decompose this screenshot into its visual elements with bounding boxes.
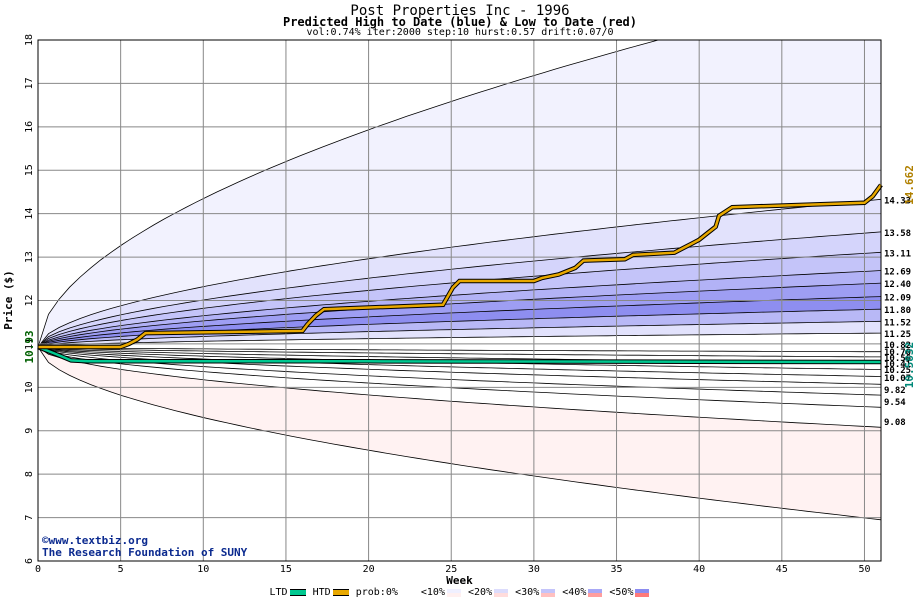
high-quantile-line-4 [38, 270, 881, 348]
y-tick-label-9: 15 [24, 164, 35, 176]
y-tick-label-12: 18 [24, 34, 35, 46]
x-tick-label-7: 35 [611, 564, 623, 575]
y-tick-label-7: 13 [24, 251, 35, 263]
x-axis-title: Week [446, 574, 473, 587]
x-tick-label-8: 40 [693, 564, 705, 575]
high-quantile-line-0 [38, 40, 660, 348]
x-tick-label-5: 25 [445, 564, 457, 575]
low-quantile-label-2: 10.56 [884, 354, 911, 364]
legend-swatch-4 [588, 588, 603, 597]
low-quantile-line-1 [38, 346, 881, 353]
y-axis-title: Price ($) [2, 270, 15, 330]
legend-swatch-2 [494, 588, 509, 597]
low-quantile-line-2 [38, 346, 881, 358]
high-quantile-label-4: 12.40 [884, 280, 911, 290]
high-quantile-label-7: 11.52 [884, 318, 911, 328]
legend-ltd-label: LTD [269, 587, 288, 598]
ltd-final-label: 10.5832 [903, 342, 916, 388]
high-band-2 [38, 231, 881, 347]
high-quantile-label-2: 13.11 [884, 249, 911, 259]
low-quantile-label-7: 9.54 [884, 398, 906, 408]
htd-final-label: 14.662 [903, 165, 916, 205]
low-quantile-label-4: 10.25 [884, 366, 911, 376]
plot-frame [37, 39, 882, 562]
low-quantile-label-5: 10.07 [884, 374, 911, 384]
x-tick-label-6: 30 [528, 564, 540, 575]
watermark-org: The Research Foundation of SUNY [42, 546, 248, 559]
high-quantile-label-8: 11.25 [884, 330, 911, 340]
high-band-6 [38, 296, 881, 347]
legend-item-5: <50% [609, 587, 634, 598]
high-quantile-label-6: 11.80 [884, 306, 911, 316]
low-quantile-label-8: 9.08 [884, 418, 906, 428]
high-band-7 [38, 309, 881, 347]
x-tick-label-10: 50 [858, 564, 870, 575]
high-quantile-label-0: 14.33 [884, 196, 911, 206]
legend-swatch-5 [635, 588, 650, 597]
low-quantile-line-5 [38, 346, 881, 377]
y-tick-label-5: 11 [24, 338, 35, 350]
chart-parameters: vol:0.74% iter:2000 step:10 hurst:0.57 d… [306, 27, 614, 38]
chart-subtitle: Predicted High to Date (blue) & Low to D… [282, 15, 637, 29]
x-tick-label-9: 45 [776, 564, 788, 575]
low-quantile-line-8 [38, 346, 881, 408]
legend-swatch-0 [399, 588, 414, 597]
low-quantile-label-6: 9.82 [884, 386, 906, 396]
watermark-url: ©www.textbiz.org [42, 534, 148, 547]
high-quantile-line-2 [38, 231, 881, 348]
bands-group [38, 40, 881, 521]
high-band-4 [38, 270, 881, 347]
low-quantile-label-1: 10.70 [884, 348, 911, 358]
high-quantile-label-1: 13.58 [884, 229, 911, 239]
low-quantile-label-0: 10.82 [884, 341, 911, 351]
high-band-8 [38, 321, 881, 347]
chart-title: Post Properties Inc - 1996 [350, 3, 570, 19]
y-tick-label-4: 10 [24, 381, 35, 393]
high-quantile-line-9 [38, 332, 881, 348]
low-quantile-line-7 [38, 346, 881, 396]
legend-swatch-3 [541, 588, 556, 597]
y-tick-label-8: 14 [24, 208, 35, 220]
y-tick-label-3: 9 [24, 428, 35, 434]
x-tick-label-0: 0 [35, 564, 41, 575]
high-quantile-line-8 [38, 320, 881, 348]
legend-item-4: <40% [562, 587, 587, 598]
high-band-5 [38, 283, 881, 347]
htd-line [38, 184, 883, 349]
legend-item-3: <30% [515, 587, 540, 598]
ltd-line [37, 345, 882, 364]
legend-htd-label: HTD [312, 587, 331, 598]
high-band-1 [38, 199, 881, 347]
low-quantile-label-3: 10.41 [884, 360, 911, 370]
low-quantile-line-9 [38, 346, 881, 428]
high-band-3 [38, 252, 881, 347]
y-tick-label-10: 16 [24, 121, 35, 133]
legend-htd-swatch [332, 589, 349, 596]
high-quantile-label-5: 12.09 [884, 294, 911, 304]
y-tick-label-0: 6 [24, 558, 35, 564]
start-value-label: 10.93 [23, 330, 36, 363]
y-tick-label-6: 12 [24, 294, 35, 306]
y-tick-label-2: 8 [24, 471, 35, 477]
high-quantile-line-5 [38, 282, 881, 348]
x-tick-label-1: 5 [118, 564, 124, 575]
legend-swatch-1 [446, 588, 461, 597]
high-band-0 [38, 40, 881, 347]
legend-item-2: <20% [468, 587, 493, 598]
y-tick-label-1: 7 [24, 515, 35, 521]
low-quantile-line-0 [38, 346, 881, 521]
legend-item-1: <10% [420, 587, 445, 598]
x-tick-label-3: 15 [280, 564, 292, 575]
x-tick-label-2: 10 [197, 564, 209, 575]
legend-prob-prefix: prob: [355, 587, 386, 598]
legend-ltd-swatch [289, 589, 306, 596]
high-quantile-line-6 [38, 296, 881, 348]
x-tick-label-4: 20 [363, 564, 375, 575]
high-quantile-label-3: 12.69 [884, 268, 911, 278]
y-tick-label-11: 17 [24, 77, 35, 89]
chart-legend: LTD HTD prob:0% <10% <20% <30% <40% <50% [0, 587, 920, 599]
legend-item-0: 0% [385, 587, 398, 598]
